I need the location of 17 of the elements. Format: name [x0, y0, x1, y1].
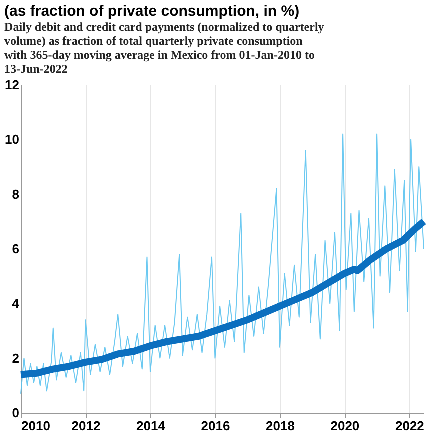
- y-tick-label: 6: [12, 242, 20, 256]
- x-tick-label: 2012: [72, 418, 101, 434]
- x-tick-label: 2014: [136, 418, 166, 434]
- x-tick-label: 2018: [266, 418, 295, 434]
- y-tick-label: 8: [12, 186, 20, 202]
- x-tick-label: 2022: [395, 418, 424, 434]
- y-tick-label: 4: [12, 296, 20, 312]
- y-tick-label: 2: [12, 350, 20, 366]
- x-tick-label: 2010: [22, 418, 50, 434]
- chart-title: (as fraction of private consumption, in %): [4, 3, 300, 20]
- x-tick-label: 2020: [330, 418, 360, 434]
- x-tick-label: 2016: [201, 418, 230, 434]
- chart-subtitle: Daily debit and credit card payments (normalized to quarterly volume) as fraction of total quarterly private consumption with 365-day moving average in Mexico from 01-Jan-2010 to 13-Jun-2022: [4, 20, 324, 76]
- line-series: [20, 134, 424, 394]
- y-tick-label: 10: [5, 132, 20, 148]
- y-tick-label: 12: [5, 78, 20, 92]
- y-tick-label: 0: [12, 406, 20, 420]
